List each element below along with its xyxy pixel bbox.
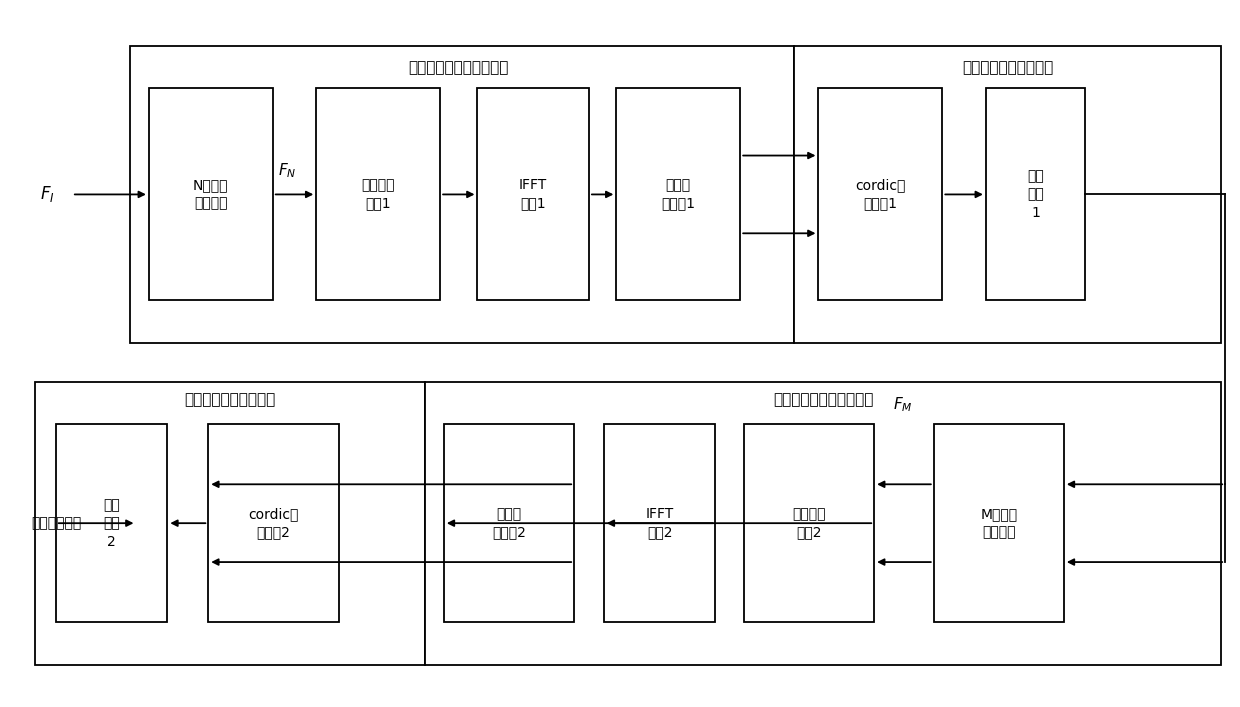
Bar: [477, 88, 589, 300]
Text: 二级数字信道化接收模块: 二级数字信道化接收模块: [774, 392, 873, 407]
Bar: [744, 424, 874, 622]
Bar: [986, 88, 1085, 300]
Text: cordic算
法模块2: cordic算 法模块2: [248, 507, 299, 539]
Text: IFFT
模块1: IFFT 模块1: [520, 178, 547, 211]
Text: 检波
模块
2: 检波 模块 2: [103, 498, 120, 549]
Text: 信道共
轭模块2: 信道共 轭模块2: [492, 507, 526, 539]
Bar: [444, 424, 574, 622]
Bar: [934, 424, 1064, 622]
Bar: [425, 382, 1221, 665]
Bar: [35, 382, 425, 665]
Bar: [316, 88, 440, 300]
Bar: [818, 88, 942, 300]
Bar: [149, 88, 273, 300]
Text: $F_M$: $F_M$: [893, 395, 913, 414]
Text: $F_N$: $F_N$: [279, 162, 296, 180]
Text: cordic算
法模块1: cordic算 法模块1: [856, 178, 905, 211]
Text: 幅度和相位值: 幅度和相位值: [31, 516, 82, 530]
Text: $F_I$: $F_I$: [40, 185, 55, 204]
Bar: [616, 88, 740, 300]
Text: N倍抽取
降速模块: N倍抽取 降速模块: [193, 178, 228, 211]
Bar: [56, 424, 167, 622]
Bar: [604, 424, 715, 622]
Bar: [794, 46, 1221, 343]
Text: 二级有效信道选择模块: 二级有效信道选择模块: [184, 392, 275, 407]
Text: 信道共
轭模块1: 信道共 轭模块1: [661, 178, 696, 211]
Text: 多相滤波
器组1: 多相滤波 器组1: [361, 178, 396, 211]
Text: 一级有效信道选择模块: 一级有效信道选择模块: [962, 59, 1054, 75]
Bar: [130, 46, 794, 343]
Text: M阶抽取
降速模块: M阶抽取 降速模块: [981, 507, 1017, 539]
Text: 多相滤波
器组2: 多相滤波 器组2: [792, 507, 826, 539]
Text: IFFT
模块2: IFFT 模块2: [646, 507, 673, 539]
Text: 一级数字信道化接收模块: 一级数字信道化接收模块: [409, 59, 508, 75]
Text: 检波
模块
1: 检波 模块 1: [1027, 169, 1044, 220]
Bar: [208, 424, 339, 622]
